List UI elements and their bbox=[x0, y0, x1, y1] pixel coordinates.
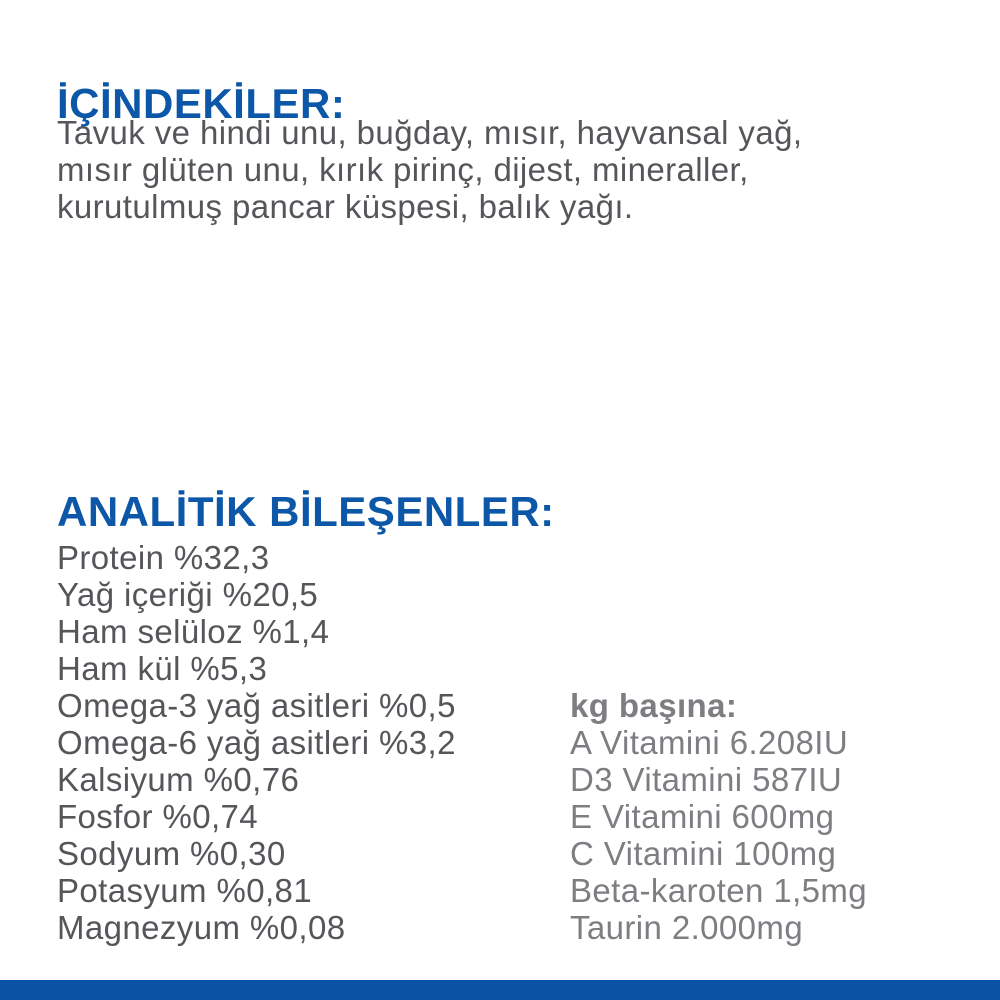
analytics-heading: ANALİTİK BİLEŞENLER: bbox=[57, 488, 555, 536]
analytics-item: Fosfor %0,74 bbox=[57, 798, 259, 835]
per-kg-block: kg başına: A Vitamini 6.208IU D3 Vitamin… bbox=[570, 687, 867, 946]
per-kg-item: Beta-karoten 1,5mg bbox=[570, 872, 868, 909]
per-kg-item: C Vitamini 100mg bbox=[570, 835, 837, 872]
analytics-item: Kalsiyum %0,76 bbox=[57, 761, 300, 798]
ingredients-line: Tavuk ve hindi unu, buğday, mısır, hayva… bbox=[57, 114, 803, 151]
per-kg-item: D3 Vitamini 587IU bbox=[570, 761, 843, 798]
analytics-item: Ham selüloz %1,4 bbox=[57, 613, 330, 650]
analytics-item: Magnezyum %0,08 bbox=[57, 909, 346, 946]
analytics-item: Omega-6 yağ asitleri %3,2 bbox=[57, 724, 456, 761]
analytics-item: Yağ içeriği %20,5 bbox=[57, 576, 319, 613]
footer-accent-bar bbox=[0, 980, 1000, 1000]
analytics-item: Ham kül %5,3 bbox=[57, 650, 268, 687]
ingredients-heading: İÇİNDEKİLER: bbox=[57, 80, 346, 128]
per-kg-item: Taurin 2.000mg bbox=[570, 909, 804, 946]
per-kg-item: A Vitamini 6.208IU bbox=[570, 724, 849, 761]
per-kg-heading: kg başına: bbox=[570, 687, 738, 724]
ingredients-paragraph: Tavuk ve hindi unu, buğday, mısır, hayva… bbox=[57, 114, 802, 225]
per-kg-item: E Vitamini 600mg bbox=[570, 798, 835, 835]
analytics-item: Potasyum %0,81 bbox=[57, 872, 313, 909]
analytics-item: Omega-3 yağ asitleri %0,5 bbox=[57, 687, 456, 724]
ingredients-line: mısır glüten unu, kırık pirinç, dijest, … bbox=[57, 151, 749, 188]
analytics-item: Sodyum %0,30 bbox=[57, 835, 286, 872]
analytics-list: Protein %32,3 Yağ içeriği %20,5 Ham selü… bbox=[57, 539, 456, 946]
ingredients-line: kurutulmuş pancar küspesi, balık yağı. bbox=[57, 188, 634, 225]
analytics-item: Protein %32,3 bbox=[57, 539, 270, 576]
